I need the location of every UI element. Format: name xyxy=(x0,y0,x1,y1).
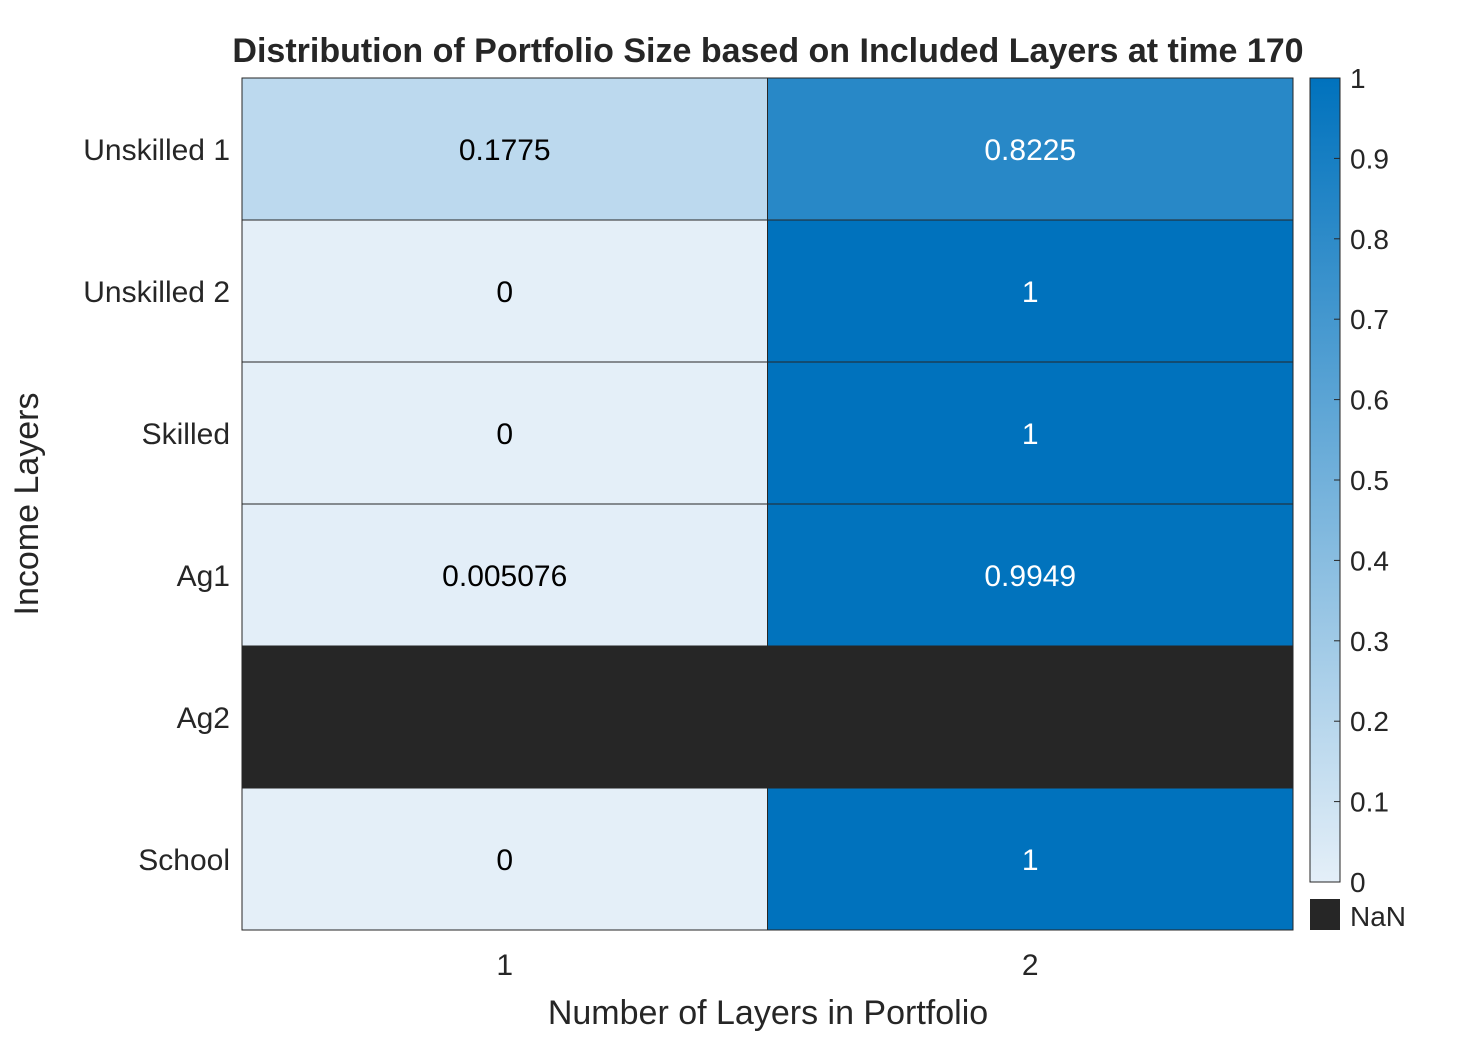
colorbar-tick-label: 1 xyxy=(1350,63,1366,94)
y-tick-label: Ag1 xyxy=(177,560,230,593)
cell-value-label: 1 xyxy=(1022,276,1039,309)
cell-value-label: 1 xyxy=(1022,418,1039,451)
heatmap-cell xyxy=(767,219,1294,363)
plot-frame xyxy=(241,77,1294,931)
y-tick-labels: Unskilled 1 Unskilled 2 Skilled Ag1 Ag2 Schoo… xyxy=(83,134,230,877)
x-axis-label: Number of Layers in Portfolio xyxy=(548,994,988,1032)
y-tick-label: Ag2 xyxy=(177,702,230,735)
cell-value-label: 1 xyxy=(1022,844,1039,877)
nan-swatch xyxy=(1310,899,1340,930)
cell-value-label: 0 xyxy=(496,418,513,451)
heatmap-cell xyxy=(767,77,1294,221)
heatmap-cell xyxy=(241,361,768,505)
y-axis-label: Income Layers xyxy=(8,393,46,616)
cell-value-label: 0 xyxy=(496,276,513,309)
y-tick-label: Unskilled 1 xyxy=(83,134,230,167)
heatmap-cell xyxy=(241,219,768,363)
colorbar-tick-label: 0.8 xyxy=(1350,224,1389,255)
y-tick-label: Skilled xyxy=(142,418,230,451)
x-tick-label: 2 xyxy=(1022,949,1039,982)
colorbar-ticks: 0 0.1 0.2 0.3 0.4 0.5 0.6 0.7 0.8 0.9 1 xyxy=(1334,63,1389,898)
cell-value-label: 0.9949 xyxy=(984,560,1076,593)
colorbar-tick-label: 0.2 xyxy=(1350,706,1389,737)
y-tick-label: Unskilled 2 xyxy=(83,276,230,309)
colorbar-tick-label: 0.5 xyxy=(1350,465,1389,496)
heatmap-cell xyxy=(767,503,1294,647)
x-tick-label: 1 xyxy=(496,949,513,982)
cell-value-label: 0 xyxy=(496,844,513,877)
colorbar-tick-label: 0 xyxy=(1350,867,1366,898)
heatmap-cell xyxy=(767,361,1294,505)
heatmap-cell xyxy=(767,787,1294,931)
colorbar-tick-label: 0.1 xyxy=(1350,787,1389,818)
heatmap-cell xyxy=(241,77,768,221)
colorbar-tick-label: 0.9 xyxy=(1350,143,1389,174)
cell-value-label: 0.005076 xyxy=(442,560,567,593)
heatmap-cells xyxy=(241,77,1294,931)
heatmap-cell-labels: 0.1775 0.8225 0 1 0 1 0.005076 0.9949 0 1 xyxy=(442,134,1076,877)
colorbar-tick-label: 0.7 xyxy=(1350,304,1389,335)
heatmap-cell xyxy=(767,645,1294,789)
cell-value-label: 0.1775 xyxy=(459,134,551,167)
colorbar-tick-label: 0.4 xyxy=(1350,545,1389,576)
heatmap-cell xyxy=(241,645,768,789)
colorbar-tick-label: 0.3 xyxy=(1350,626,1389,657)
nan-label: NaN xyxy=(1350,901,1406,932)
colorbar: 0 0.1 0.2 0.3 0.4 0.5 0.6 0.7 0.8 0.9 1 NaN xyxy=(1309,63,1406,932)
heatmap-cell xyxy=(241,503,768,647)
colorbar-tick-label: 0.6 xyxy=(1350,385,1389,416)
y-tick-label: School xyxy=(138,844,230,877)
chart-title: Distribution of Portfolio Size based on … xyxy=(232,32,1303,70)
cell-value-label: 0.8225 xyxy=(984,134,1076,167)
